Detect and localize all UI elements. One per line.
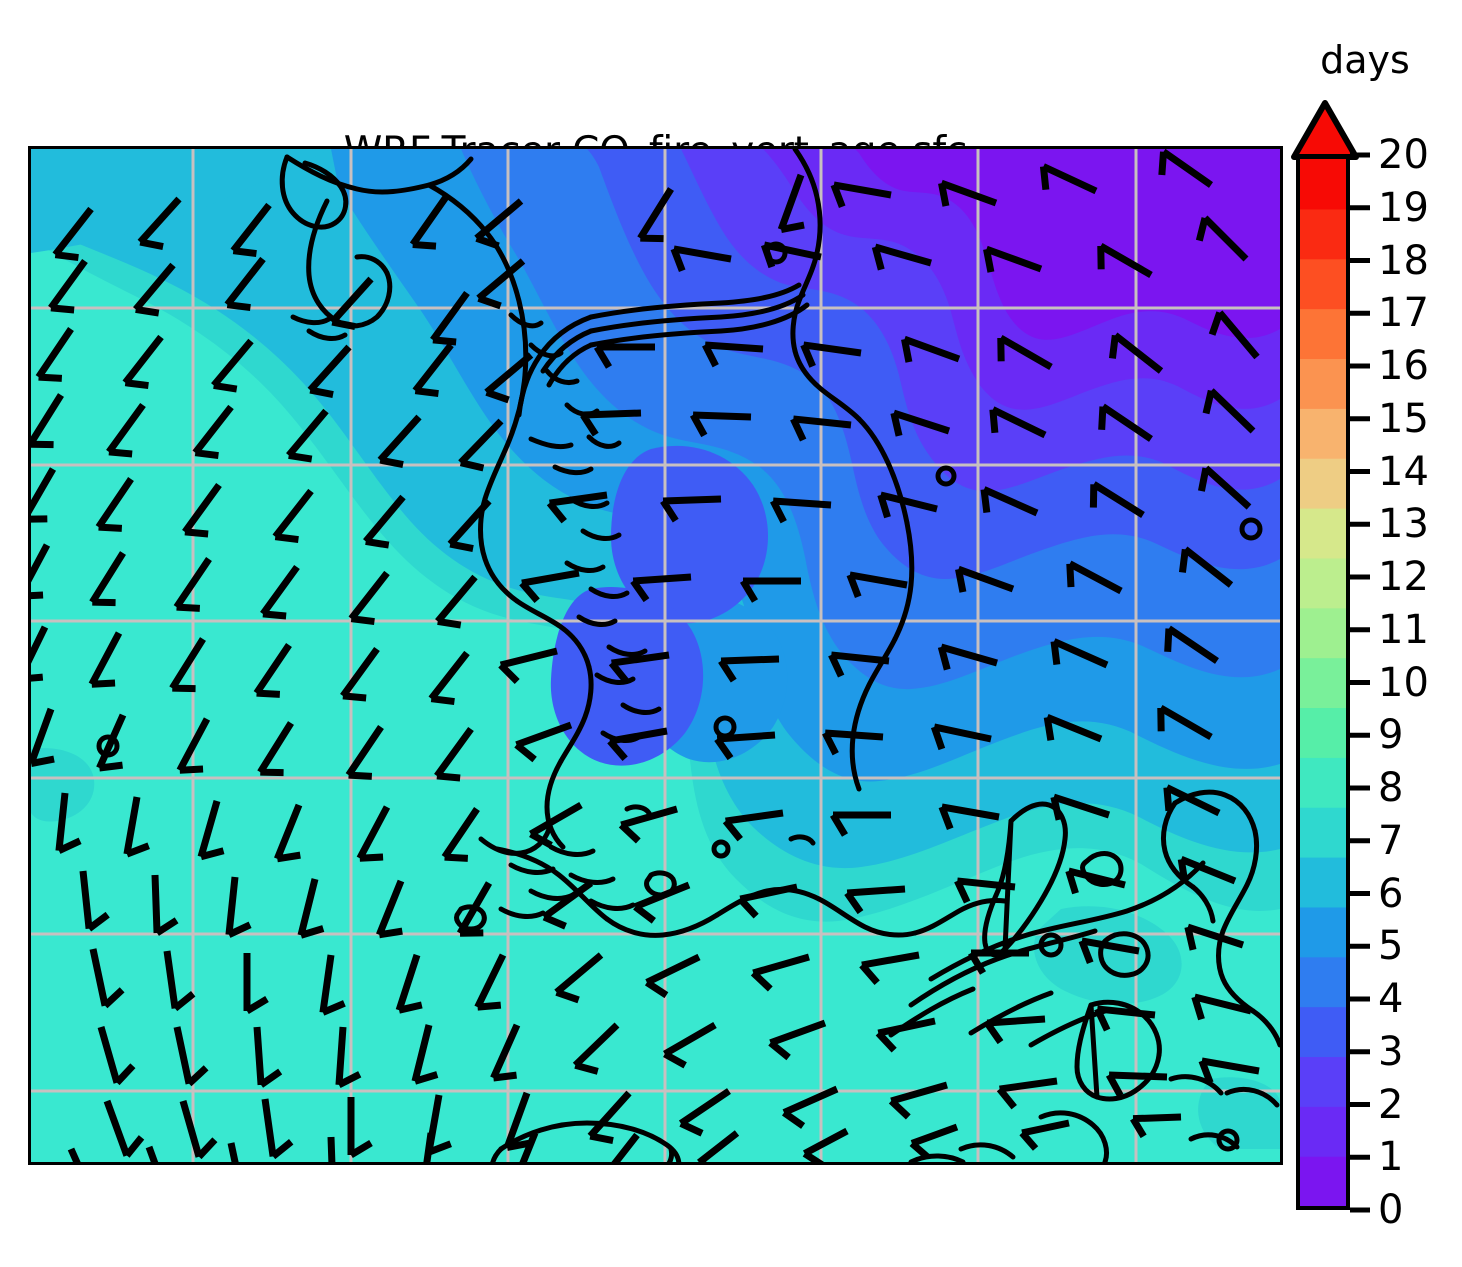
colorbar-swatch (1300, 358, 1346, 409)
patch-cyan-se-1 (1034, 906, 1182, 1005)
colorbar-tick-label: 14 (1378, 448, 1429, 495)
colorbar-tick-label: 9 (1378, 712, 1404, 759)
colorbar-swatch (1300, 508, 1346, 559)
colorbar-swatch (1300, 1106, 1346, 1157)
colorbar-units-label: days (1320, 38, 1410, 82)
colorbar-tick-label: 19 (1378, 184, 1429, 231)
colorbar-swatch (1300, 258, 1346, 310)
colorbar-tick-label: 2 (1378, 1081, 1404, 1128)
colorbar-swatch (1300, 458, 1346, 509)
colorbar-tick-label: 18 (1378, 237, 1429, 284)
colorbar-tick-label: 13 (1378, 501, 1429, 548)
colorbar-swatch (1300, 807, 1346, 858)
patch-cyan-sw (31, 748, 95, 822)
colorbar-tick-label: 0 (1378, 1187, 1404, 1233)
colorbar-gradient-strip (1296, 155, 1350, 1210)
colorbar-tick-label: 4 (1378, 976, 1404, 1022)
colorbar-tick-label: 20 (1378, 132, 1429, 178)
colorbar-swatch (1300, 159, 1346, 210)
colorbar-swatch (1300, 657, 1346, 709)
colorbar-swatches (1300, 159, 1346, 1206)
colorbar-swatch (1300, 1156, 1346, 1206)
colorbar-swatch (1300, 906, 1346, 958)
colorbar-swatch (1300, 956, 1346, 1008)
colorbar-swatch (1300, 208, 1346, 260)
colorbar-tick-label: 11 (1378, 606, 1429, 653)
colorbar-swatch (1300, 308, 1346, 360)
colorbar-tick-label: 10 (1378, 659, 1429, 706)
map-plot-area (28, 146, 1283, 1165)
patch-cyan-se-2 (1198, 1077, 1280, 1149)
colorbar-tick-label: 3 (1378, 1028, 1404, 1075)
colorbar-tickmarks (1350, 152, 1370, 1213)
colorbar-swatch (1300, 408, 1346, 459)
colorbar-tick-label: 17 (1378, 290, 1429, 337)
colorbar-swatch (1300, 856, 1346, 908)
colorbar-swatch (1300, 707, 1346, 758)
colorbar-swatch (1300, 1006, 1346, 1058)
map-contour-canvas (31, 149, 1280, 1162)
colorbar-tick-label: 7 (1378, 817, 1404, 864)
colorbar-swatch (1300, 607, 1346, 659)
colorbar-swatch (1300, 757, 1346, 808)
colorbar: days 0 1 2 3 4 5 6 7 8 9 10 11 12 13 14 15 16 17 18 19 20 (1290, 38, 1462, 1233)
colorbar-tick-label: 8 (1378, 765, 1404, 811)
colorbar-swatch (1300, 1056, 1346, 1107)
wind-barbs-layer (31, 149, 1260, 1162)
contour-band-0 (821, 149, 1280, 340)
colorbar-tick-label: 6 (1378, 870, 1404, 917)
colorbar-swatch (1300, 557, 1346, 609)
colorbar-tick-label: 15 (1378, 395, 1429, 442)
colorbar-tick-label: 1 (1378, 1134, 1404, 1181)
colorbar-tick-label: 12 (1378, 554, 1429, 600)
colorbar-tick-label: 16 (1378, 343, 1429, 389)
colorbar-tick-label: 5 (1378, 923, 1404, 970)
